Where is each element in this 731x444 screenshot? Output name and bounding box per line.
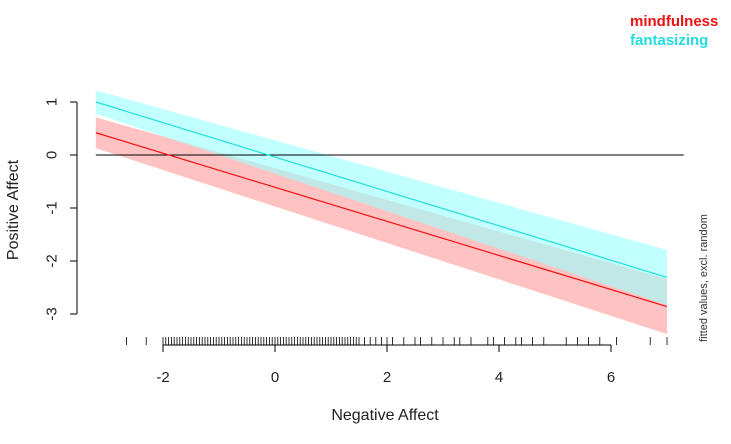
x-tick-label: 0 [271,369,279,386]
x-tick-label: 6 [607,369,615,386]
x-tick-label: 2 [383,369,391,386]
y-axis-label: Positive Affect [5,159,22,260]
legend-item-mindfulness: mindfulness [630,13,718,30]
legend-item-fantasizing: fantasizing [630,32,708,49]
y-tick-label: 0 [44,151,61,159]
fitted-lines [95,101,668,308]
y-tick-label: 1 [44,98,61,106]
x-axis-label: Negative Affect [331,407,439,424]
x-axis: -2 0 2 4 6 [156,344,615,386]
y-tick-label: -1 [44,201,61,214]
band-mindfulness [95,117,668,335]
rug-marks [126,337,668,345]
x-tick-label: 4 [495,369,503,386]
line-fantasizing [95,101,668,279]
y-tick-label: -3 [44,307,61,320]
x-tick-label: -2 [156,369,169,386]
side-note: fitted values, excl. random [698,214,710,342]
line-mindfulness [95,132,668,308]
y-tick-label: -2 [44,254,61,267]
y-axis: 1 0 -1 -2 -3 [44,98,78,321]
band-fantasizing [95,90,668,305]
confidence-bands [95,90,668,335]
